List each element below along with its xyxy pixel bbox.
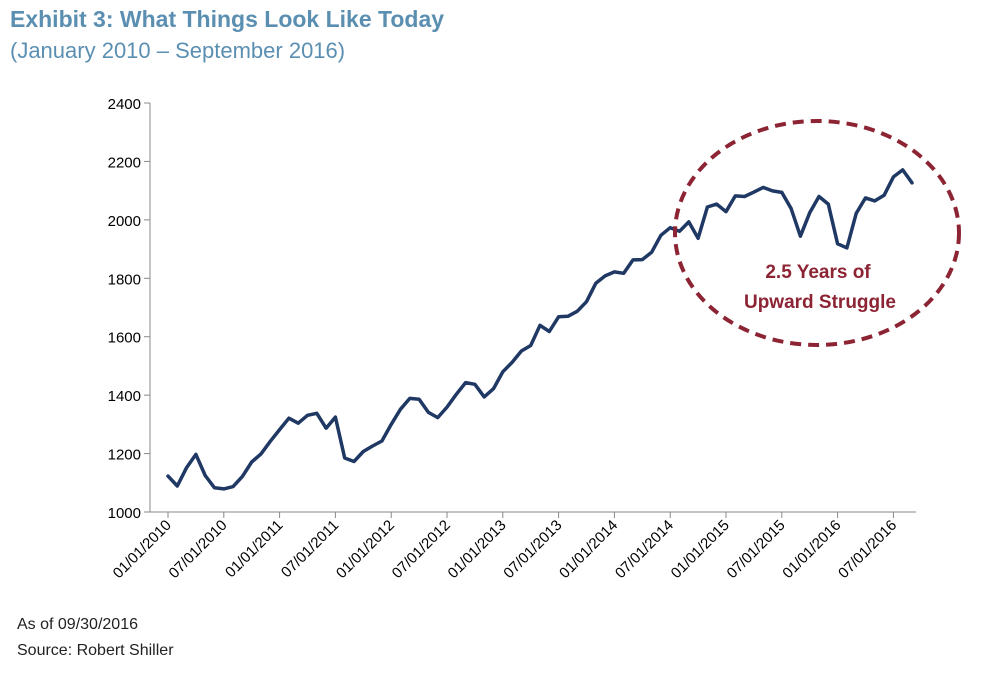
x-tick-label: 01/01/2016 xyxy=(779,517,844,582)
x-tick-label: 01/01/2011 xyxy=(222,517,286,581)
x-tick-label: 01/01/2014 xyxy=(556,517,621,582)
series-layer xyxy=(166,168,914,491)
y-tick-label: 1800 xyxy=(108,271,141,288)
x-tick-label: 01/01/2013 xyxy=(445,517,510,582)
x-tick-label: 07/01/2016 xyxy=(835,517,900,582)
y-tick-label: 1600 xyxy=(108,330,141,347)
y-tick-label: 2400 xyxy=(108,96,141,113)
chart-subtitle: (January 2010 – September 2016) xyxy=(10,38,346,63)
chart-title: Exhibit 3: What Things Look Like Today xyxy=(10,6,445,32)
x-tick-label: 07/01/2012 xyxy=(389,517,454,582)
chart-axes xyxy=(144,102,916,518)
annotation-line-2: Upward Struggle xyxy=(744,292,896,313)
y-tick-labels: 1000 1200 1400 1600 1800 2000 2200 2400 xyxy=(108,96,141,522)
x-tick-label: 07/01/2015 xyxy=(724,517,789,582)
y-tick-label: 2200 xyxy=(108,154,141,171)
as-of-note: As of 09/30/2016 xyxy=(17,616,138,633)
y-tick-label: 1400 xyxy=(108,388,141,405)
x-tick-label: 01/01/2012 xyxy=(333,517,398,582)
highlight-ellipse xyxy=(673,119,961,347)
x-tick-label: 07/01/2011 xyxy=(278,517,342,581)
series-line-sp500 xyxy=(166,168,914,491)
source-note: Source: Robert Shiller xyxy=(17,642,174,659)
y-tick-label: 2000 xyxy=(108,213,141,230)
x-tick-label: 01/01/2010 xyxy=(110,517,175,582)
y-tick-label: 1000 xyxy=(108,505,141,522)
x-tick-label: 07/01/2014 xyxy=(612,517,677,582)
annotation-line-1: 2.5 Years of xyxy=(765,262,871,283)
x-tick-labels: 01/01/201007/01/201001/01/201107/01/2011… xyxy=(110,517,901,582)
x-tick-label: 07/01/2013 xyxy=(500,517,565,582)
x-tick-label: 07/01/2010 xyxy=(166,517,231,582)
x-tick-label: 01/01/2015 xyxy=(668,517,733,582)
y-tick-label: 1200 xyxy=(108,447,141,464)
